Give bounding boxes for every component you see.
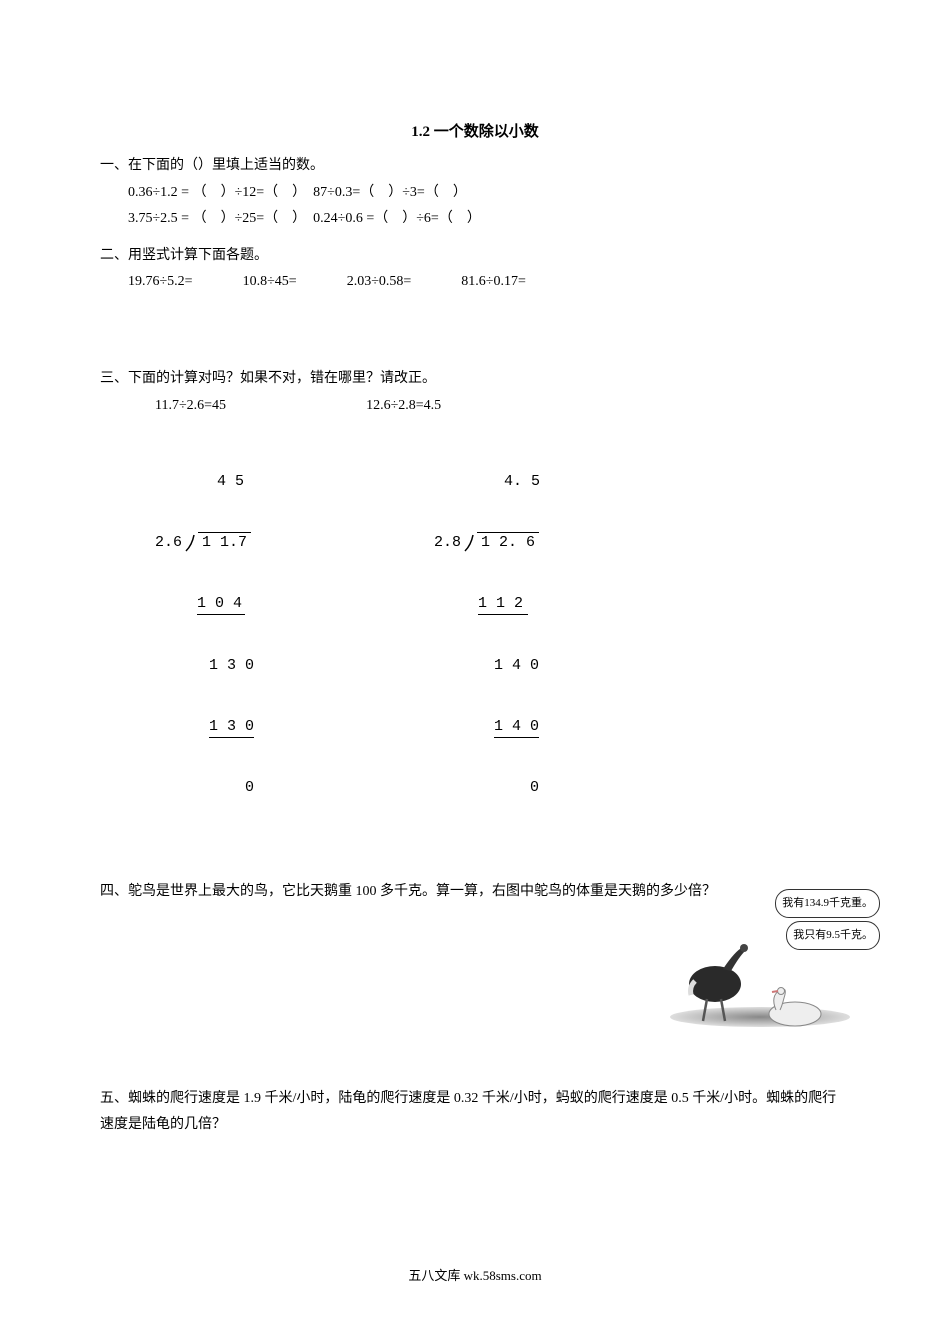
page-footer: 五八文库 wk.58sms.com bbox=[0, 1265, 950, 1284]
dividend: 1 1.7 bbox=[198, 532, 251, 553]
step: 0 bbox=[530, 779, 539, 796]
swan-icon bbox=[760, 984, 830, 1029]
ostrich-icon bbox=[675, 939, 755, 1024]
q3-heading: 三、下面的计算对吗？如果不对，错在哪里？请改正。 bbox=[100, 366, 850, 393]
q1-line1: 0.36÷1.2 = （ ）÷12=（ ） 87÷0.3=（ ）÷3=（ ） bbox=[100, 180, 850, 207]
quotient: 4 5 bbox=[217, 473, 244, 490]
q5-text: 五、蜘蛛的爬行速度是 1.9 千米/小时，陆龟的爬行速度是 0.32 千米/小时… bbox=[100, 1086, 850, 1139]
q1-line2: 3.75÷2.5 = （ ）÷25=（ ） 0.24÷0.6 =（ ）÷6=（ … bbox=[100, 206, 850, 233]
question-5: 五、蜘蛛的爬行速度是 1.9 千米/小时，陆龟的爬行速度是 0.32 千米/小时… bbox=[100, 1086, 850, 1139]
longdiv-1: 4 5 2.6 1 1.7 1 0 4 1 3 0 1 3 0 0 bbox=[155, 427, 254, 839]
question-2: 二、用竖式计算下面各题。 19.76÷5.2= 10.8÷45= 2.03÷0.… bbox=[100, 243, 850, 296]
quotient: 4. 5 bbox=[504, 473, 540, 490]
speech-bubble-ostrich: 我有134.9千克重。 bbox=[775, 889, 880, 918]
q1-heading: 一、在下面的（）里填上适当的数。 bbox=[100, 153, 850, 180]
q4-illustration: 我有134.9千克重。 我只有9.5千克。 bbox=[650, 889, 880, 1029]
q3-eq1: 11.7÷2.6=45 bbox=[155, 393, 226, 420]
speech-bubble-swan: 我只有9.5千克。 bbox=[786, 921, 880, 950]
question-4: 四、鸵鸟是世界上最大的鸟，它比天鹅重 100 多千克。算一算，右图中鸵鸟的体重是… bbox=[100, 879, 850, 906]
step: 1 4 0 bbox=[494, 657, 539, 674]
step: 1 3 0 bbox=[209, 717, 254, 738]
step: 1 0 4 bbox=[197, 594, 245, 615]
step: 1 3 0 bbox=[209, 657, 254, 674]
step: 0 bbox=[245, 779, 254, 796]
divisor: 2.6 bbox=[155, 533, 182, 553]
division-bracket-icon bbox=[184, 533, 198, 553]
dividend: 1 2. 6 bbox=[477, 532, 539, 553]
q2-item: 2.03÷0.58= bbox=[347, 269, 412, 296]
step: 1 1 2 bbox=[478, 594, 528, 615]
division-bracket-icon bbox=[463, 533, 477, 553]
question-3: 三、下面的计算对吗？如果不对，错在哪里？请改正。 11.7÷2.6=45 12.… bbox=[100, 366, 850, 839]
divisor: 2.8 bbox=[434, 533, 461, 553]
page-title: 1.2 一个数除以小数 bbox=[100, 120, 850, 141]
question-1: 一、在下面的（）里填上适当的数。 0.36÷1.2 = （ ）÷12=（ ） 8… bbox=[100, 153, 850, 233]
q2-heading: 二、用竖式计算下面各题。 bbox=[100, 243, 850, 270]
step: 1 4 0 bbox=[494, 717, 539, 738]
q2-item: 19.76÷5.2= bbox=[128, 269, 193, 296]
q3-eq2: 12.6÷2.8=4.5 bbox=[366, 393, 441, 420]
longdiv-2: 4. 5 2.8 1 2. 6 1 1 2 1 4 0 1 4 0 0 bbox=[434, 427, 540, 839]
q2-item: 10.8÷45= bbox=[243, 269, 297, 296]
q2-item: 81.6÷0.17= bbox=[461, 269, 526, 296]
